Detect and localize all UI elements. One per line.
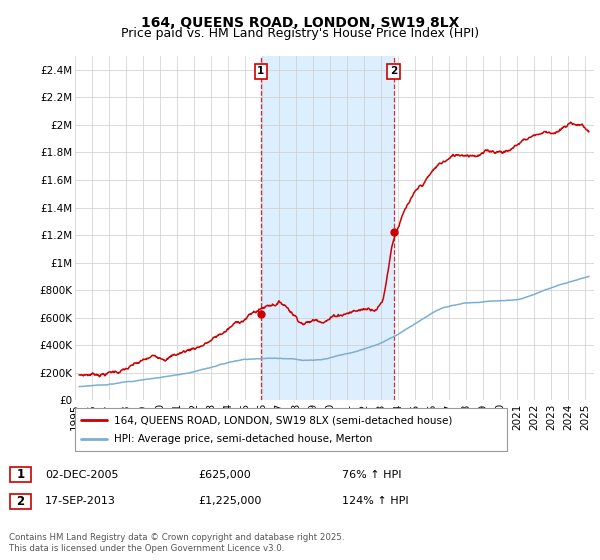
Text: £625,000: £625,000 [198, 470, 251, 480]
Text: £1,225,000: £1,225,000 [198, 496, 262, 506]
Text: HPI: Average price, semi-detached house, Merton: HPI: Average price, semi-detached house,… [114, 434, 372, 444]
Bar [261, 56, 394, 400]
Text: 2: 2 [16, 494, 25, 508]
FancyBboxPatch shape [10, 467, 31, 482]
Text: 76% ↑ HPI: 76% ↑ HPI [342, 470, 401, 480]
Text: 164, QUEENS ROAD, LONDON, SW19 8LX (semi-detached house): 164, QUEENS ROAD, LONDON, SW19 8LX (semi… [114, 415, 452, 425]
Text: 124% ↑ HPI: 124% ↑ HPI [342, 496, 409, 506]
Text: 17-SEP-2013: 17-SEP-2013 [45, 496, 116, 506]
Text: Price paid vs. HM Land Registry's House Price Index (HPI): Price paid vs. HM Land Registry's House … [121, 27, 479, 40]
Text: 1: 1 [16, 468, 25, 482]
FancyBboxPatch shape [10, 494, 31, 508]
Text: 1: 1 [257, 67, 265, 77]
FancyBboxPatch shape [75, 408, 507, 451]
Text: Contains HM Land Registry data © Crown copyright and database right 2025.
This d: Contains HM Land Registry data © Crown c… [9, 533, 344, 553]
Text: 02-DEC-2005: 02-DEC-2005 [45, 470, 119, 480]
Text: 164, QUEENS ROAD, LONDON, SW19 8LX: 164, QUEENS ROAD, LONDON, SW19 8LX [141, 16, 459, 30]
Text: 2: 2 [390, 67, 397, 77]
